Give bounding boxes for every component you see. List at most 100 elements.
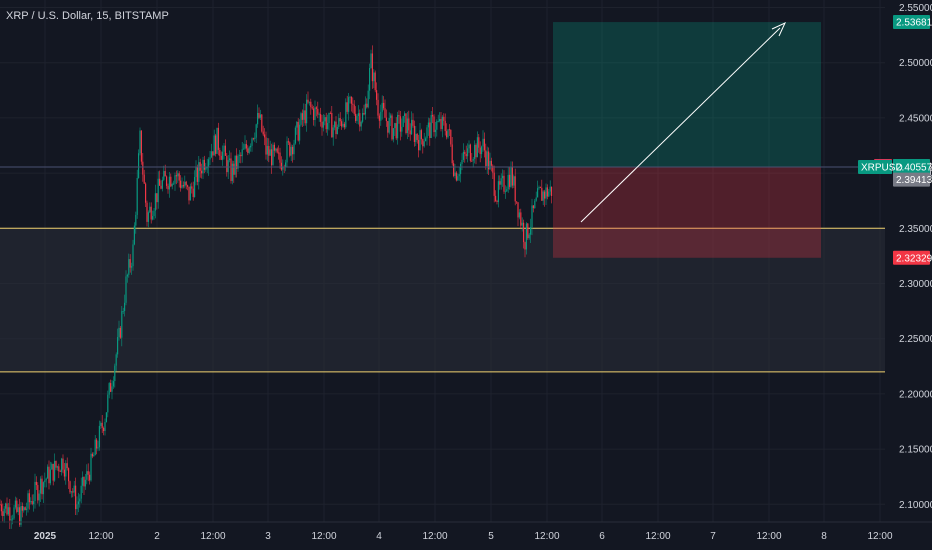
candle-body (349, 96, 351, 98)
candle-body (108, 383, 110, 395)
candle-body (549, 186, 551, 192)
last-price-value: 2.40557 (896, 162, 932, 173)
candle-body (307, 99, 309, 103)
candle-body (394, 123, 396, 129)
candle-body (290, 146, 292, 156)
candle-body (163, 171, 165, 180)
candle-body (184, 181, 186, 187)
time-axis-label: 12:00 (645, 531, 670, 542)
candle-body (51, 463, 53, 470)
candle-body (387, 121, 389, 133)
candle-body (546, 187, 548, 197)
candle-body (318, 114, 320, 115)
time-axis-label: 12:00 (756, 531, 781, 542)
candle-body (287, 141, 289, 143)
candle-body (94, 439, 96, 456)
candle-body (551, 186, 553, 196)
candle-body (12, 518, 14, 520)
candle-body (73, 485, 75, 493)
candle-body (41, 478, 43, 495)
candle-body (266, 146, 268, 155)
symbol-badge-label: XRPUSD (861, 162, 903, 173)
candle-body (216, 127, 218, 154)
candle-body (83, 476, 85, 487)
price-axis-label: 2.55000 (899, 3, 932, 14)
candle-body (385, 117, 387, 122)
candle-body (369, 67, 371, 91)
candle-body (37, 485, 39, 501)
candle-body (420, 130, 422, 140)
time-axis-label: 4 (376, 531, 382, 542)
candle-body (105, 412, 107, 423)
candle-body (383, 102, 385, 109)
candle-body (91, 453, 93, 457)
candle-body (212, 151, 214, 156)
candle-body (390, 115, 392, 118)
candle-body (68, 468, 70, 482)
candle-body (40, 478, 42, 494)
candle-body (530, 227, 532, 235)
candle-body (376, 90, 378, 100)
candle-body (538, 187, 540, 189)
candle-body (388, 117, 390, 133)
candle-body (140, 130, 142, 162)
candle-body (42, 482, 44, 495)
candle-body (380, 111, 382, 121)
candle-body (52, 463, 54, 481)
candle-body (286, 141, 288, 163)
candle-body (345, 102, 347, 128)
candle-body (23, 507, 25, 511)
candle-body (444, 120, 446, 132)
candle-body (177, 173, 179, 177)
candle-body (150, 206, 152, 220)
time-axis-label: 12:00 (422, 531, 447, 542)
candle-body (461, 159, 463, 164)
candle-body (352, 103, 354, 105)
candle-body (17, 507, 19, 512)
candle-body (248, 147, 250, 153)
candle-body (3, 508, 5, 517)
candle-body (429, 122, 431, 138)
candle-body (446, 131, 448, 138)
candle-body (70, 491, 72, 493)
candle-body (97, 447, 99, 449)
candle-body (339, 118, 341, 122)
candle-body (132, 244, 134, 267)
candle-body (194, 177, 196, 197)
candle-body (236, 155, 238, 169)
target-zone (553, 22, 821, 168)
candle-body (359, 113, 361, 127)
candle-body (293, 143, 295, 155)
candle-body (521, 222, 523, 226)
candle-body (153, 210, 155, 217)
candle-body (279, 152, 281, 163)
candle-body (233, 163, 235, 175)
candle-body (231, 163, 233, 181)
candle-body (422, 139, 424, 147)
candle-body (264, 134, 266, 138)
candle-body (100, 422, 102, 426)
candle-body (451, 144, 453, 164)
target-price-tag-value: 2.53681 (896, 18, 932, 29)
candle-body (476, 137, 478, 158)
candle-body (31, 501, 33, 505)
candle-body (296, 121, 298, 128)
candle-body (355, 113, 357, 121)
candle-body (0, 504, 1, 506)
candle-body (189, 186, 191, 201)
candle-body (535, 197, 537, 201)
candle-body (507, 174, 509, 190)
candle-body (455, 172, 457, 181)
candle-body (425, 138, 427, 142)
candle-body (20, 506, 22, 525)
candle-body (175, 175, 177, 177)
candle-body (210, 151, 212, 158)
candle-body (139, 130, 141, 154)
candle-body (13, 507, 15, 519)
candle-body (16, 500, 18, 512)
candle-body (147, 212, 149, 222)
stop-price-tag-value: 2.32329 (896, 253, 932, 264)
candle-body (9, 507, 11, 521)
target-price-tag (893, 15, 930, 30)
